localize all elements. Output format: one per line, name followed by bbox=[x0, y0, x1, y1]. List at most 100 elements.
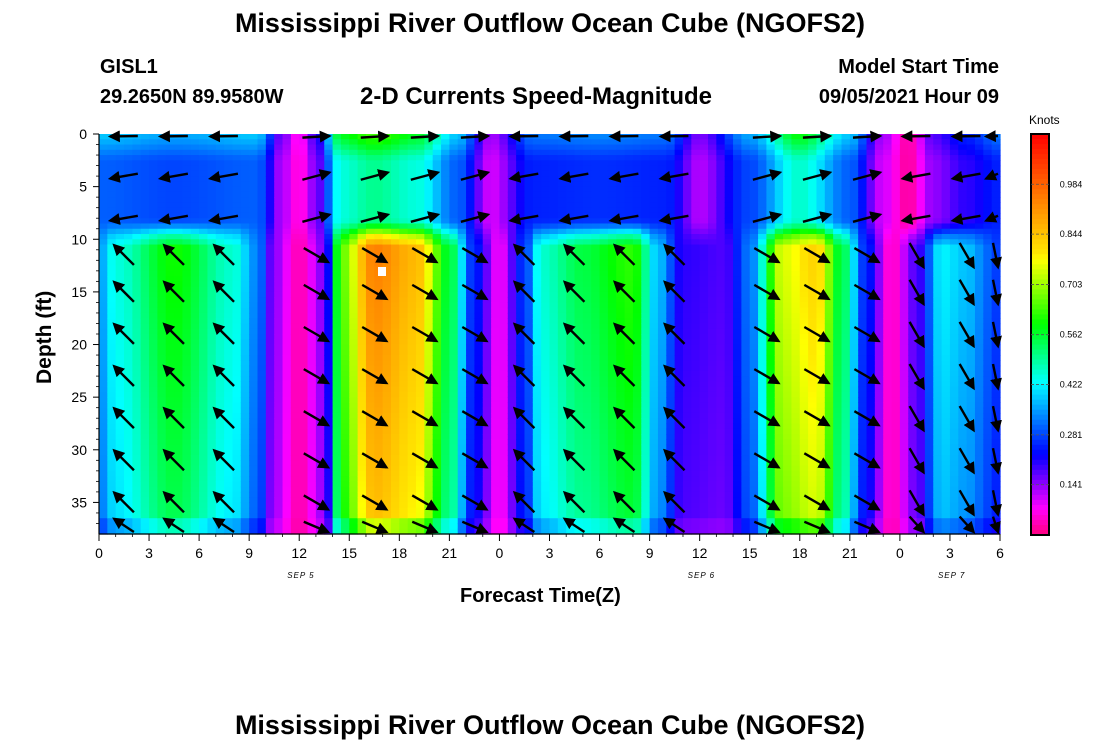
heat-cell bbox=[282, 176, 292, 182]
heat-cell bbox=[215, 334, 225, 340]
heat-cell bbox=[107, 455, 117, 461]
heat-cell bbox=[416, 391, 425, 398]
heat-cell bbox=[207, 281, 217, 288]
heat-cell bbox=[566, 428, 576, 435]
heat-cell bbox=[374, 507, 384, 514]
heat-cell bbox=[315, 386, 325, 393]
heat-cell bbox=[215, 391, 225, 398]
heat-cell bbox=[466, 507, 476, 514]
heat-cell bbox=[182, 260, 192, 267]
heat-cell bbox=[265, 239, 275, 246]
heat-cell bbox=[232, 302, 242, 309]
heat-cell bbox=[507, 486, 517, 493]
heat-cell bbox=[441, 165, 450, 172]
heat-cell bbox=[574, 307, 584, 314]
heat-cell bbox=[482, 476, 492, 482]
heat-cell bbox=[124, 491, 133, 498]
heat-cell bbox=[532, 165, 542, 172]
heat-cell bbox=[557, 186, 567, 193]
heat-cell bbox=[215, 197, 225, 204]
heat-cell bbox=[332, 239, 342, 246]
heat-cell bbox=[532, 360, 542, 367]
heat-cell bbox=[566, 223, 576, 230]
heat-cell bbox=[382, 481, 392, 488]
heat-cell bbox=[390, 212, 400, 219]
heat-cell bbox=[357, 434, 367, 440]
heat-cell bbox=[357, 397, 367, 404]
heat-cell bbox=[574, 381, 584, 388]
heat-cell bbox=[182, 318, 192, 325]
heat-cell bbox=[140, 149, 150, 156]
heat-cell bbox=[390, 197, 400, 204]
heat-cell bbox=[549, 144, 559, 151]
heat-cell bbox=[257, 344, 267, 351]
heat-cell bbox=[132, 470, 142, 477]
heat-cell bbox=[274, 339, 284, 346]
heat-cell bbox=[107, 307, 117, 314]
heat-cell bbox=[157, 186, 167, 193]
heat-cell bbox=[299, 297, 309, 304]
heat-cell bbox=[315, 207, 325, 214]
heat-cell bbox=[582, 186, 592, 193]
heat-cell bbox=[199, 370, 209, 377]
heat-cell bbox=[599, 523, 609, 530]
heat-cell bbox=[449, 465, 459, 472]
heat-cell bbox=[165, 381, 175, 388]
heat-cell bbox=[265, 323, 275, 330]
heat-cell bbox=[107, 365, 117, 372]
heat-cell bbox=[407, 486, 417, 493]
heat-cell bbox=[457, 402, 467, 409]
heat-cell bbox=[399, 270, 409, 277]
heat-cell bbox=[574, 339, 584, 346]
heat-cell bbox=[282, 344, 292, 351]
heat-cell bbox=[240, 155, 250, 161]
heat-cell bbox=[516, 507, 526, 514]
heat-cell bbox=[149, 181, 158, 188]
heat-cell bbox=[349, 428, 359, 435]
heat-cell bbox=[441, 155, 450, 161]
heat-cell bbox=[324, 397, 334, 404]
heat-cell bbox=[624, 444, 634, 451]
heat-cell bbox=[249, 202, 259, 209]
heat-cell bbox=[307, 218, 317, 225]
heat-cell bbox=[491, 386, 501, 393]
heat-cell bbox=[232, 412, 242, 419]
heat-cell bbox=[499, 381, 509, 388]
heat-cell bbox=[274, 228, 284, 235]
heat-cell bbox=[365, 481, 375, 488]
heat-cell bbox=[641, 281, 651, 288]
heat-cell bbox=[349, 507, 359, 514]
heat-cell bbox=[265, 528, 275, 535]
heat-cell bbox=[274, 412, 284, 419]
heat-cell bbox=[324, 455, 334, 461]
heat-cell bbox=[290, 412, 300, 419]
heat-cell bbox=[249, 223, 259, 230]
heat-cell bbox=[399, 307, 409, 314]
heat-cell bbox=[549, 134, 559, 140]
heat-cell bbox=[616, 181, 626, 188]
heat-cell bbox=[365, 149, 375, 156]
heat-cell bbox=[632, 265, 642, 272]
heat-cell bbox=[449, 265, 459, 272]
heat-cell bbox=[607, 528, 617, 535]
heat-cell bbox=[307, 512, 317, 519]
heat-cell bbox=[190, 228, 200, 235]
heat-cell bbox=[641, 339, 651, 346]
heat-cell bbox=[599, 323, 609, 330]
heat-cell bbox=[599, 444, 609, 451]
heat-cell bbox=[541, 328, 551, 335]
heat-cell bbox=[240, 191, 250, 198]
heat-cell bbox=[299, 470, 309, 477]
heat-cell bbox=[449, 218, 459, 225]
heat-cell bbox=[274, 155, 284, 161]
heat-cell bbox=[591, 381, 601, 388]
heat-cell bbox=[591, 397, 601, 404]
heat-cell bbox=[591, 302, 601, 309]
heat-cell bbox=[365, 265, 375, 272]
heat-cell bbox=[374, 344, 384, 351]
heat-cell bbox=[541, 370, 551, 377]
heat-cell bbox=[399, 297, 409, 304]
heat-cell bbox=[516, 460, 526, 467]
heat-cell bbox=[591, 323, 601, 330]
heat-cell bbox=[140, 234, 150, 240]
